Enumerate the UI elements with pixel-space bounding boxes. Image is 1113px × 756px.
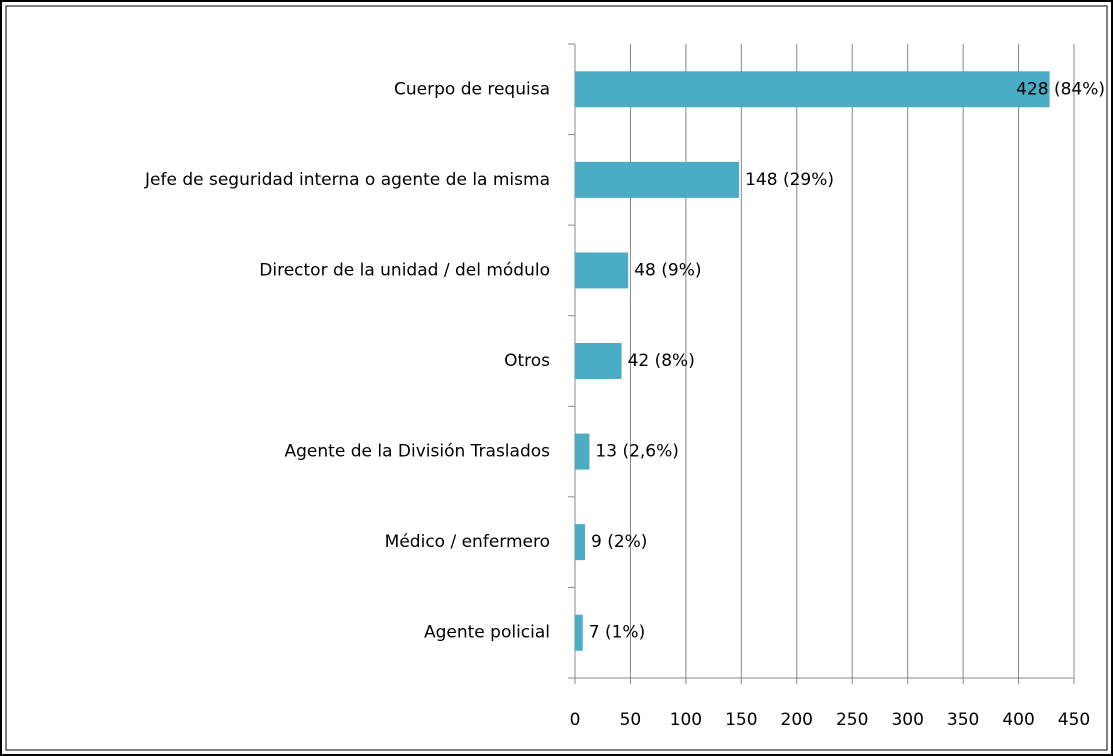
data-label: 428 (84%) xyxy=(1016,79,1105,99)
x-tick-label: 150 xyxy=(725,710,757,730)
x-tick-label: 50 xyxy=(620,710,642,730)
data-label: 13 (2,6%) xyxy=(595,442,679,462)
y-tick-label: Cuerpo de requisa xyxy=(394,79,550,99)
bar xyxy=(575,343,622,379)
x-tick-label: 350 xyxy=(947,710,979,730)
y-tick-label: Médico / enfermero xyxy=(385,532,550,552)
x-tick-label: 450 xyxy=(1058,710,1090,730)
data-label: 7 (1%) xyxy=(589,623,645,643)
y-tick-label: Agente policial xyxy=(424,623,550,643)
inner-border xyxy=(5,5,1108,751)
x-tick-label: 300 xyxy=(891,710,923,730)
data-label: 48 (9%) xyxy=(634,260,701,280)
y-tick-label: Agente de la División Traslados xyxy=(285,442,551,462)
x-tick-label: 200 xyxy=(781,710,813,730)
x-tick-label: 0 xyxy=(570,710,581,730)
bar xyxy=(575,614,583,651)
y-tick-label: Otros xyxy=(504,351,550,371)
bar xyxy=(575,433,590,470)
data-label: 42 (8%) xyxy=(628,351,695,371)
bar xyxy=(575,524,585,561)
bar xyxy=(575,161,740,198)
bar xyxy=(575,71,1050,108)
y-tick-label: Director de la unidad / del módulo xyxy=(259,260,550,280)
y-tick-label: Jefe de seguridad interna o agente de la… xyxy=(144,170,550,190)
x-tick-label: 100 xyxy=(670,710,702,730)
data-label: 148 (29%) xyxy=(745,170,834,190)
x-tick-label: 400 xyxy=(1002,710,1034,730)
data-label: 9 (2%) xyxy=(591,532,647,552)
x-tick-label: 250 xyxy=(836,710,868,730)
bar xyxy=(575,252,629,289)
